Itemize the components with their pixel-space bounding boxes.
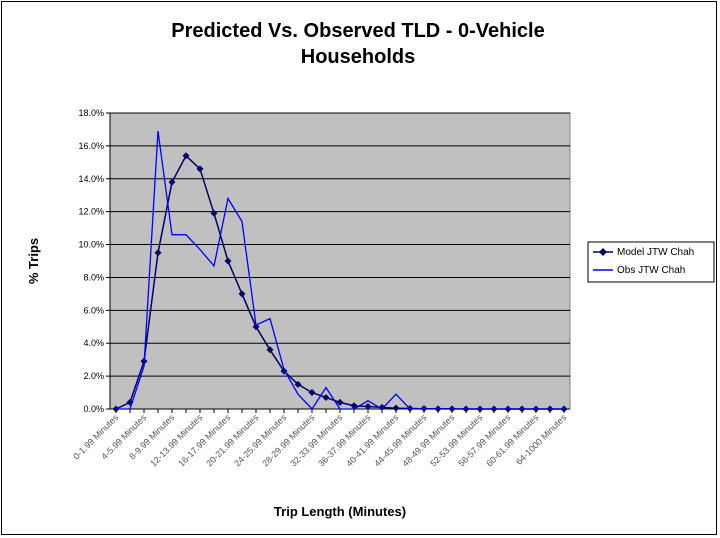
legend-label-model: Model JTW Chah [617, 247, 694, 258]
y-tick-label: 18.0% [78, 108, 104, 118]
legend-marker-model [599, 248, 607, 256]
x-tick-label: 64-1000 Minutes [514, 412, 569, 467]
y-tick-label: 8.0% [83, 272, 104, 282]
data-point [364, 403, 372, 411]
y-tick-label: 4.0% [83, 338, 104, 348]
data-point [392, 404, 400, 412]
legend: Model JTW Chah Obs JTW Chah [587, 241, 715, 283]
y-tick-label: 16.0% [78, 141, 104, 151]
data-point [294, 380, 302, 388]
y-axis-ticks: 0.0% 2.0% 4.0% 6.0% 8.0% 10.0% 12.0% 14.0% 16.0%… [78, 108, 110, 414]
plot-area [109, 112, 571, 410]
y-tick-label: 0.0% [83, 404, 104, 414]
y-tick-label: 12.0% [78, 207, 104, 217]
data-point [308, 389, 316, 397]
data-point [266, 346, 274, 354]
y-tick-label: 14.0% [78, 174, 104, 184]
chart-title: Predicted Vs. Observed TLD - 0-Vehicle H… [0, 18, 716, 70]
data-point [378, 403, 386, 411]
y-tick-label: 6.0% [83, 305, 104, 315]
data-point [224, 257, 232, 265]
data-point [322, 393, 330, 401]
data-point [252, 323, 260, 331]
y-axis-label: % Trips [26, 238, 41, 284]
y-tick-label: 2.0% [83, 371, 104, 381]
y-tick-label: 10.0% [78, 240, 104, 250]
data-point [154, 249, 162, 257]
series-group [112, 131, 568, 413]
data-point [210, 209, 218, 217]
series-line-obs [116, 131, 564, 411]
data-point [238, 290, 246, 298]
data-point [196, 165, 204, 173]
data-point [336, 398, 344, 406]
x-axis-label: Trip Length (Minutes) [274, 504, 406, 519]
legend-label-obs: Obs JTW Chah [617, 265, 685, 276]
chart-title-line2: Households [300, 46, 416, 68]
chart-title-line1: Predicted Vs. Observed TLD - 0-Vehicle [171, 20, 545, 42]
data-point [182, 152, 190, 160]
data-point [168, 178, 176, 186]
legend-box [587, 241, 715, 283]
